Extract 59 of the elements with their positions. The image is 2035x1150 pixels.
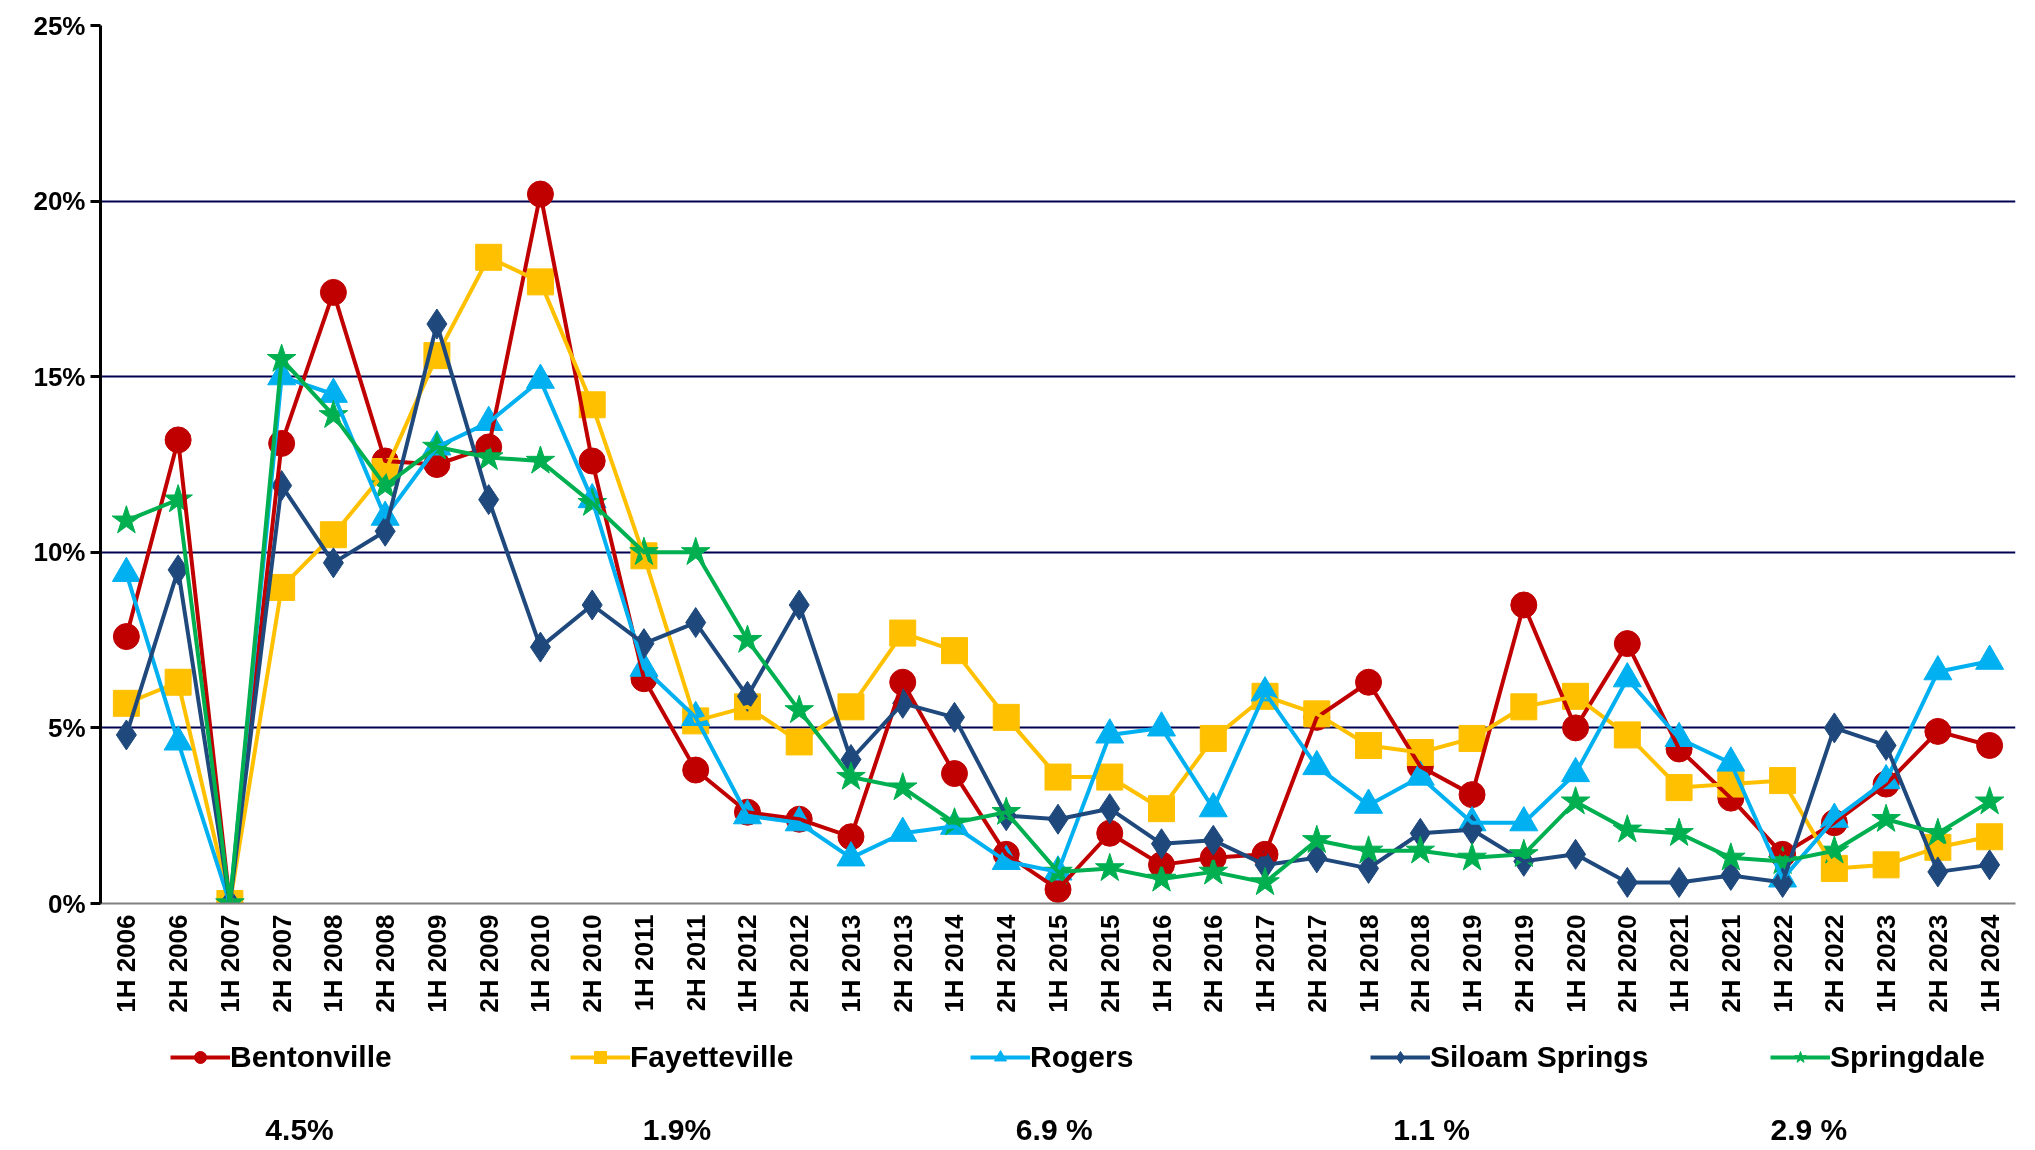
x-tick-label: 1H 2020: [1560, 914, 1591, 1013]
x-tick-label: 1H 2021: [1664, 914, 1695, 1013]
point: [1976, 731, 2004, 759]
legend-label: Fayetteville: [630, 1040, 795, 1074]
x-tick-label: 1H 2019: [1457, 914, 1488, 1013]
x-tick-label: 1H 2013: [835, 914, 866, 1013]
x-tick-label: 2H 2008: [370, 914, 401, 1013]
legend-label: Bentonville: [230, 1040, 393, 1074]
y-tick-label: 0%: [47, 888, 86, 919]
x-tick-label: 2H 2009: [473, 914, 504, 1013]
point: [112, 623, 140, 651]
x-tick-label: 2H 2021: [1715, 914, 1746, 1013]
x-tick-label: 2H 2016: [1198, 914, 1229, 1013]
point: [1974, 786, 2005, 815]
text: 2.9 %: [1770, 1113, 1848, 1146]
legend-label: Rogers: [1030, 1040, 1135, 1074]
x-tick-label: 1H 2006: [111, 914, 142, 1013]
x-tick-label: 2H 2006: [163, 914, 194, 1013]
x-tick-label: 2H 2017: [1301, 914, 1332, 1013]
x-tick-label: 2H 2022: [1819, 914, 1850, 1013]
x-tick-label: 1H 2016: [1146, 914, 1177, 1013]
x-tick-label: 2H 2012: [784, 914, 815, 1013]
x-tick-label: 1H 2010: [525, 914, 556, 1013]
y-tick-label: 20%: [33, 186, 86, 217]
y-tick-label: 10%: [33, 537, 86, 568]
text: 4.5%: [265, 1113, 334, 1146]
x-tick-label: 2H 2018: [1405, 914, 1436, 1013]
x-tick-label: 2H 2014: [991, 913, 1022, 1013]
x-tick-label: 1H 2009: [421, 914, 452, 1013]
x-tick-label: 1H 2007: [214, 914, 245, 1013]
y-tick-label: 5%: [47, 712, 86, 743]
point: [111, 505, 142, 534]
point: [1976, 823, 2004, 851]
x-tick-label: 1H 2022: [1767, 914, 1798, 1013]
point: [1872, 851, 1900, 879]
x-tick-label: 1H 2023: [1871, 914, 1902, 1013]
x-tick-label: 2H 2020: [1612, 914, 1643, 1013]
text: 6.9 %: [1015, 1113, 1093, 1146]
x-tick-label: 1H 2018: [1353, 914, 1384, 1013]
x-tick-label: 1H 2008: [318, 914, 349, 1013]
x-tick-label: 1H 2015: [1043, 914, 1073, 1013]
x-tick-label: 1H 2012: [732, 914, 763, 1013]
y-tick-label: 15%: [33, 361, 86, 392]
text: 1.1 %: [1393, 1113, 1470, 1146]
y-tick-label: 25%: [33, 10, 86, 41]
x-tick-label: 2H 2023: [1922, 914, 1953, 1013]
x-tick-label: 2H 2019: [1508, 914, 1539, 1013]
x-tick-label: 1H 2024: [1974, 913, 2005, 1013]
legend-label: Siloam Springs: [1430, 1040, 1650, 1074]
x-tick-label: 2H 2015: [1094, 914, 1125, 1013]
legend-label: Springdale: [1830, 1040, 1987, 1074]
x-tick-label: 2H 2011: [680, 914, 711, 1012]
x-tick-label: 1H 2014: [939, 913, 970, 1013]
x-tick-label: 1H 2011: [628, 914, 659, 1012]
x-tick-label: 2H 2010: [577, 914, 608, 1013]
x-tick-label: 2H 2013: [887, 914, 918, 1013]
text: 1.9%: [642, 1113, 712, 1146]
x-tick-label: 1H 2017: [1250, 914, 1281, 1013]
x-tick-label: 2H 2007: [266, 914, 297, 1013]
